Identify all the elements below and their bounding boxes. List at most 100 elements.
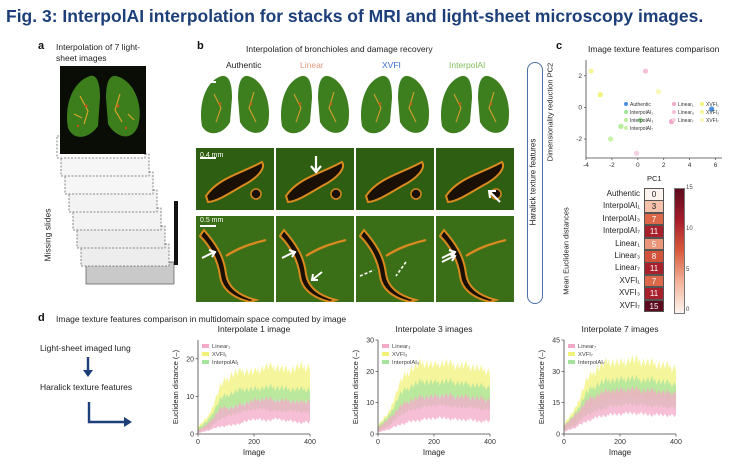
y-tick-label: 30 — [366, 338, 374, 345]
arrow-right-icon — [87, 402, 132, 427]
figure-title: Fig. 3: InterpolAI interpolation for sta… — [6, 6, 704, 26]
y-tick-label: 0 — [190, 432, 194, 439]
scale-bar-label: 0.4 mm — [200, 152, 224, 159]
legend-label: InterpolAI₇ — [578, 360, 605, 366]
legend-label: XVFI₁ — [212, 352, 227, 358]
scatter-legend-label: XVFI₁ — [706, 102, 719, 108]
legend-label: Linear₇ — [578, 344, 596, 350]
scatter-point — [637, 117, 643, 123]
legend-label: Linear₁ — [212, 344, 230, 350]
scatter-legend-marker — [700, 110, 704, 114]
panel-a-heading: Interpolation of 7 light-sheet images — [56, 42, 141, 63]
legend-label: XVFI₇ — [578, 352, 593, 358]
x-axis-label: Image — [423, 448, 446, 457]
scatter-x-tick-label: -2 — [609, 162, 615, 169]
chart-title: Interpolate 7 images — [581, 324, 658, 334]
y-axis-label: Euclidean distance (–) — [351, 349, 360, 424]
scatter-legend-label: XVFI₃ — [706, 110, 719, 116]
x-tick-label: 400 — [670, 439, 682, 446]
scatter-point — [588, 68, 594, 74]
scatter-legend-marker — [672, 102, 676, 106]
scatter-legend-label: Authentic — [630, 102, 651, 108]
series-band — [198, 396, 310, 433]
scatter-legend-label: InterpolAI₃ — [630, 118, 653, 124]
scatter-legend-marker — [700, 102, 704, 106]
microscopy-tile — [196, 70, 274, 142]
heatmap-row-label: Authentic — [606, 189, 640, 198]
column-header-xvfi: XVFI — [382, 60, 401, 70]
scatter-legend-label: Linear₁ — [678, 102, 694, 108]
heatmap-row-label: XVFI₃ — [618, 288, 640, 298]
x-tick-label: 200 — [614, 439, 626, 446]
legend-label: Linear₃ — [392, 344, 411, 350]
legend-label: InterpolAI₃ — [392, 360, 420, 366]
scatter-legend-marker — [672, 118, 676, 122]
area-chart-interpolate-7: Interpolate 7 images 0 200 400 0 15 30 45 Image E… — [537, 324, 682, 457]
heatmap-row-label: InterpolAI₃ — [602, 213, 641, 223]
legend-swatch — [568, 344, 575, 348]
column-header-authentic: Authentic — [226, 60, 262, 70]
scatter-ylabel: Dimensionality reduction PC2 — [545, 62, 555, 162]
panel-c-heading: Image texture features comparison — [588, 44, 720, 54]
heatmap-row-label: InterpolAI₇ — [603, 226, 640, 236]
haralick-side-label: Haralick texture features — [528, 138, 538, 226]
series-band — [564, 385, 676, 432]
legend-swatch — [202, 360, 209, 364]
heatmap-ylabel: Mean Euclidean distances — [561, 207, 571, 295]
legend-swatch — [568, 352, 575, 356]
scale-bar-label: 0.5 mm — [200, 217, 224, 224]
y-tick-label: 20 — [366, 369, 374, 376]
scatter-legend-marker — [624, 102, 628, 106]
x-tick-label: 400 — [304, 439, 316, 446]
scatter-y-tick-label: 2 — [578, 73, 582, 80]
legend-label: InterpolAI₁ — [212, 360, 239, 366]
heatmap-row-label: Linear₁ — [615, 238, 640, 248]
arrow-down-icon — [83, 357, 93, 377]
scatter-point — [709, 106, 715, 112]
column-header-interpolai: InterpolAI — [449, 60, 486, 70]
flow-step-haralick: Haralick texture features — [40, 382, 133, 392]
scatter-y-tick-label: -2 — [576, 136, 582, 143]
legend-swatch — [202, 352, 209, 356]
microscopy-tile — [276, 70, 354, 142]
heatmap-row-label: XVFI₇ — [619, 300, 640, 310]
y-tick-label: 45 — [552, 338, 560, 345]
y-tick-label: 0 — [556, 432, 560, 439]
scatter-legend-label: InterpolAI₁ — [630, 110, 653, 116]
x-axis-label: Image — [609, 448, 632, 457]
scatter-legend-label: XVFI₇ — [706, 118, 719, 124]
legend-swatch — [382, 344, 389, 348]
legend-swatch — [382, 352, 389, 356]
x-tick-label: 200 — [248, 439, 260, 446]
scatter-legend-label: Linear₃ — [678, 110, 694, 116]
scatter-legend-marker — [624, 110, 628, 114]
series-band — [378, 392, 490, 432]
microscopy-image-grid — [196, 70, 516, 302]
legend-swatch — [568, 360, 575, 364]
y-axis-label: Euclidean distance (–) — [171, 349, 180, 424]
microscopy-tile — [436, 216, 514, 302]
x-tick-label: 200 — [428, 439, 440, 446]
microscopy-tile — [356, 216, 434, 302]
scatter-point — [642, 68, 649, 74]
heatmap-cell: 11 — [644, 287, 664, 300]
y-tick-label: 15 — [552, 400, 560, 407]
colorbar-tick: 5 — [686, 267, 690, 273]
panel-b-heading: Interpolation of bronchioles and damage … — [246, 44, 433, 54]
flow-step-lung: Light-sheet imaged lung — [40, 343, 131, 353]
x-tick-label: 400 — [484, 439, 496, 446]
missing-slides-label: Missing slides — [42, 208, 53, 262]
heatmap-cell: 3 — [644, 200, 664, 213]
scatter-legend-label: Linear₇ — [678, 118, 694, 124]
y-tick-label: 30 — [552, 369, 560, 376]
microscopy-tile — [196, 216, 274, 302]
scatter-x-tick-label: 2 — [662, 162, 666, 169]
x-tick-label: 0 — [196, 439, 200, 446]
legend-swatch — [382, 360, 389, 364]
heatmap-row-label: XVFI₁ — [619, 275, 640, 285]
scatter-point — [633, 150, 640, 156]
colorbar — [674, 188, 685, 314]
microscopy-tile — [276, 216, 354, 302]
heatmap-row-label: Linear₇ — [615, 263, 640, 273]
panel-a-label: a — [38, 40, 45, 52]
